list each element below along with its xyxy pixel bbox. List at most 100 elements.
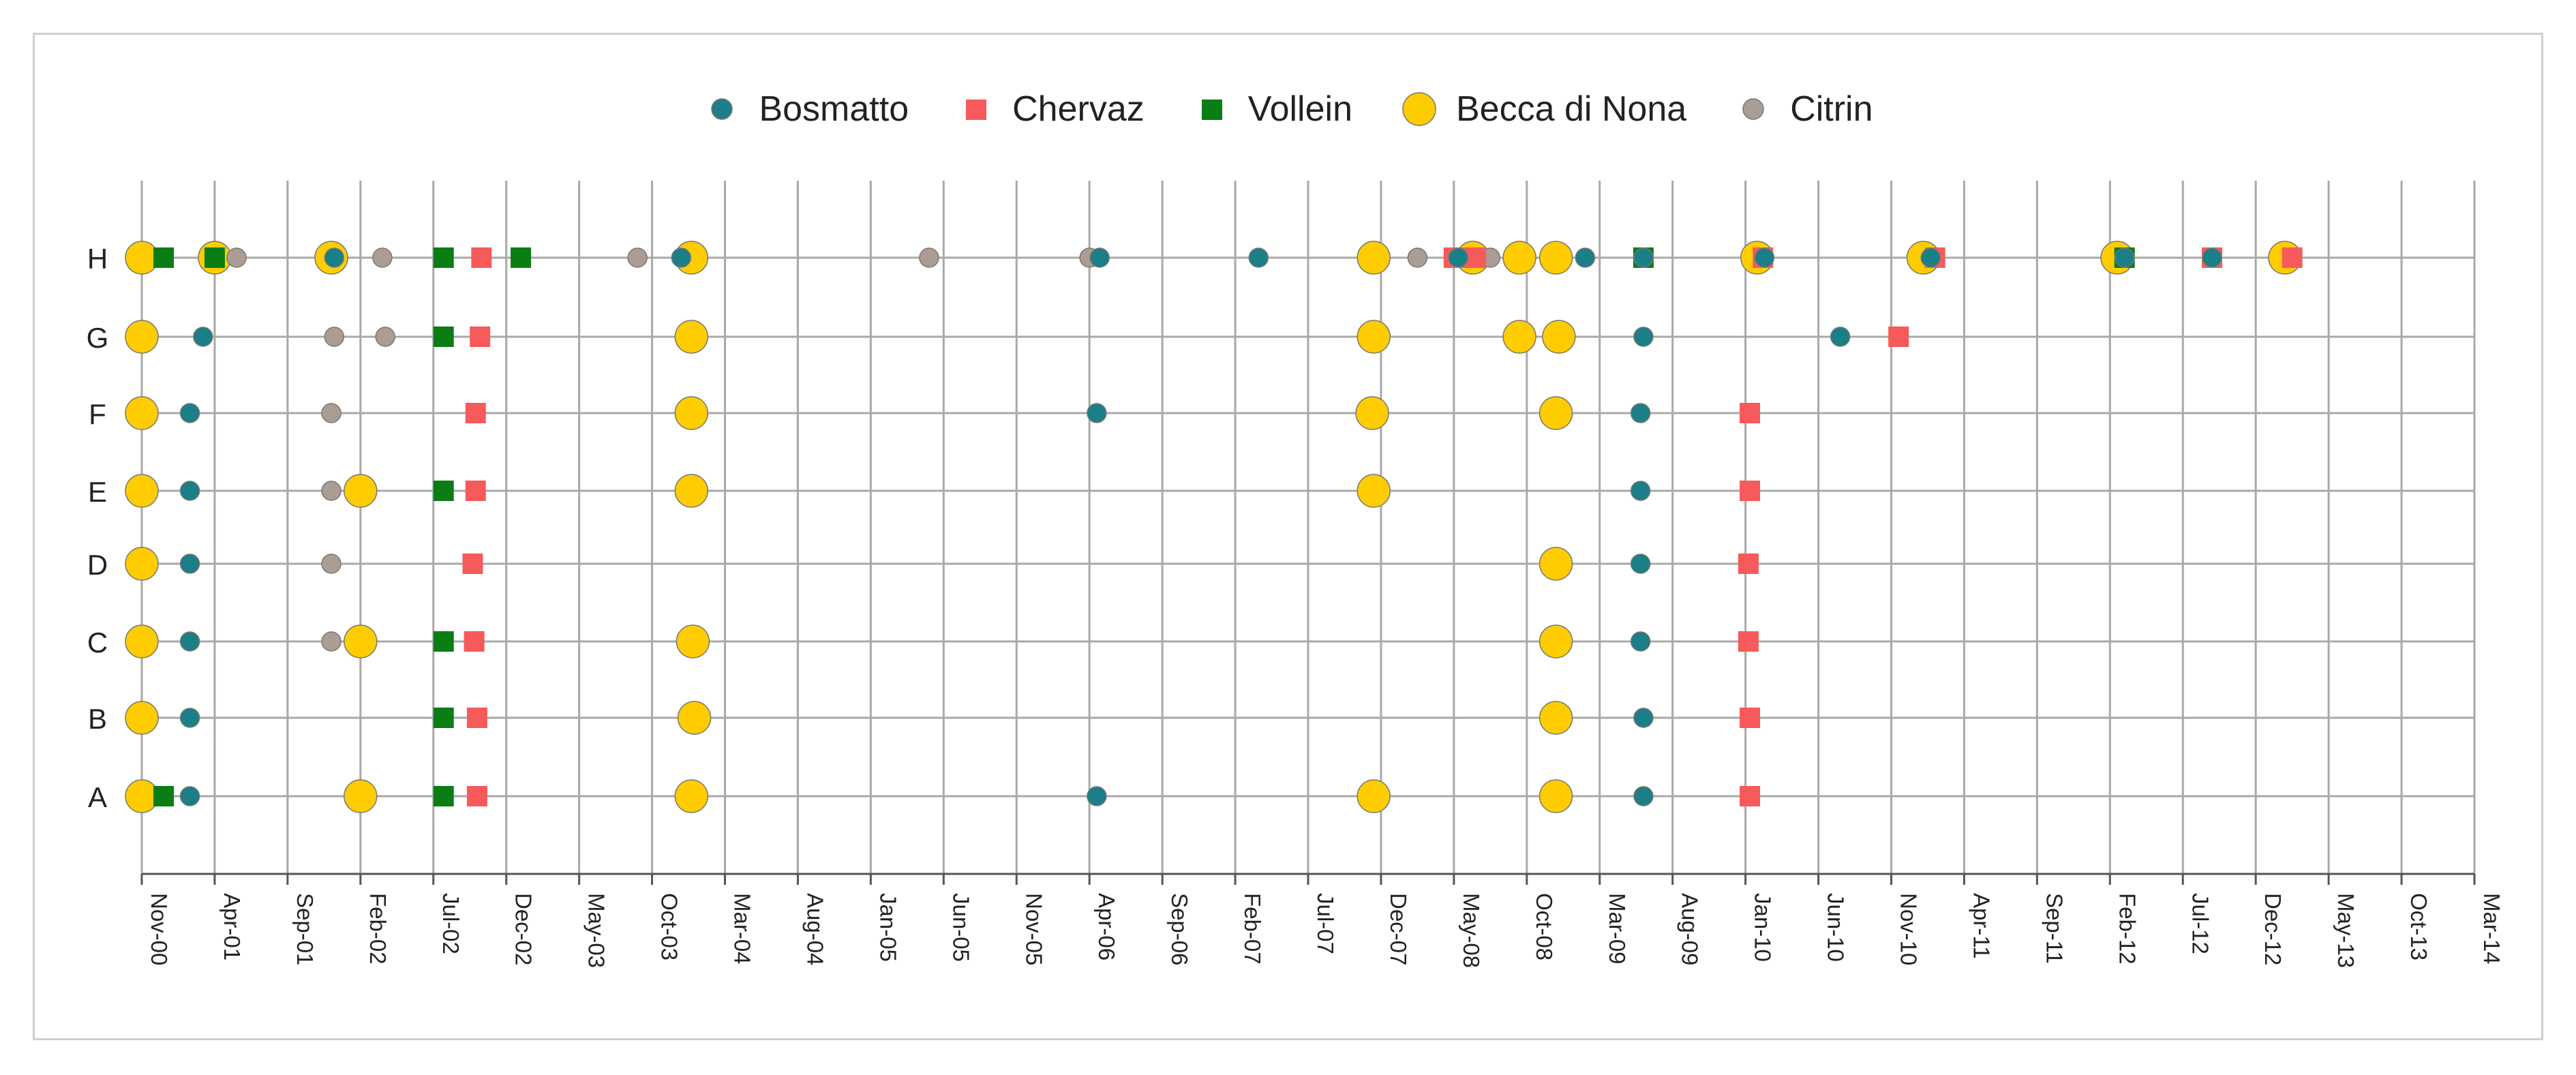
legend-marker [711,98,733,120]
data-point-chervaz [1740,403,1761,423]
y-tick-label: G [87,322,109,354]
data-point-becca-di-nona [125,547,159,581]
data-point-bosmatto [1920,247,1941,268]
x-tick-label: Jan-10 [1751,893,1776,962]
data-point-chervaz [471,247,492,268]
x-tick-label: Apr-06 [1094,893,1119,960]
data-point-bosmatto [2202,247,2222,268]
data-point-vollein [153,786,175,806]
x-tick-label: Nov-00 [147,893,172,965]
data-point-becca-di-nona [674,779,709,813]
data-point-becca-di-nona [125,241,159,275]
data-point-becca-di-nona [125,396,159,430]
x-tick-label: May-03 [584,893,609,968]
x-tick-label: Dec-12 [2260,893,2286,965]
data-point-citrin [372,247,393,268]
data-point-bosmatto [1630,403,1651,423]
data-point-bosmatto [1248,247,1269,268]
data-point-becca-di-nona [125,474,159,508]
data-point-bosmatto [2114,247,2135,268]
x-tick-label: Apr-11 [1969,893,1994,959]
legend-item: Becca di Nona [1400,89,1686,130]
x-tick-label: May-08 [1459,893,1484,968]
data-point-becca-di-nona [1539,701,1573,735]
legend-item: Citrin [1734,89,1873,130]
data-point-bosmatto [1575,247,1596,268]
data-point-bosmatto [179,708,200,728]
x-tick-label: Jul-02 [438,893,464,954]
legend-item: Vollein [1192,89,1352,130]
data-point-citrin [321,554,342,574]
data-point-chervaz [462,554,483,574]
data-point-bosmatto [1089,247,1110,268]
x-tick-label: Feb-12 [2115,893,2140,965]
data-point-chervaz [1740,481,1761,501]
data-point-bosmatto [179,403,200,423]
data-point-citrin [919,247,939,268]
data-point-bosmatto [179,554,200,574]
data-point-becca-di-nona [1539,779,1573,813]
data-point-chervaz [1738,554,1759,574]
data-point-bosmatto [179,631,200,652]
data-point-bosmatto [1633,247,1654,268]
data-point-becca-di-nona [1539,241,1573,275]
data-point-citrin [1407,247,1428,268]
data-point-becca-di-nona [125,701,159,735]
data-point-chervaz [1888,327,1909,347]
legend-label: Becca di Nona [1455,89,1687,129]
data-point-becca-di-nona [344,474,378,508]
data-point-vollein [204,247,225,268]
data-point-becca-di-nona [1502,241,1536,275]
data-point-chervaz [466,786,487,806]
data-point-becca-di-nona [1502,320,1536,354]
x-tick-label: Oct-13 [2406,893,2431,960]
data-point-citrin [226,247,247,268]
x-tick-label: Oct-03 [657,893,682,960]
x-tick-label: Oct-08 [1532,893,1557,960]
data-point-chervaz [2282,247,2303,268]
x-tick-label: Aug-04 [802,893,828,965]
data-point-chervaz [1738,631,1759,652]
data-point-citrin [375,327,395,347]
x-tick-label: Feb-02 [365,893,391,965]
x-tick-label: Mar-09 [1605,893,1630,965]
x-tick-label: Sep-01 [292,893,318,965]
data-point-chervaz [470,327,491,347]
legend-marker [1402,92,1436,126]
legend-label: Bosmatto [759,89,909,129]
data-point-bosmatto [1754,247,1775,268]
data-point-bosmatto [1087,403,1107,423]
data-point-becca-di-nona [1357,320,1391,354]
data-point-becca-di-nona [344,624,378,658]
data-point-vollein [153,247,175,268]
data-point-becca-di-nona [344,779,378,813]
y-tick-label: C [87,626,108,658]
x-tick-label: Jul-07 [1313,893,1338,954]
data-point-chervaz [464,631,485,652]
data-point-chervaz [465,403,486,423]
data-point-bosmatto [1448,247,1469,268]
legend-marker [1201,100,1222,120]
x-tick-label: Jun-05 [948,893,973,962]
data-point-bosmatto [1633,708,1654,728]
x-tick-label: May-13 [2333,893,2359,968]
x-tick-label: Mar-14 [2479,893,2504,965]
data-point-bosmatto [1633,327,1654,347]
data-point-becca-di-nona [677,701,712,735]
legend-label: Citrin [1790,89,1873,129]
data-point-bosmatto [193,327,213,347]
data-point-vollein [433,786,454,806]
x-tick-label: Nov-10 [1896,893,1922,965]
data-point-becca-di-nona [1355,396,1389,430]
data-point-bosmatto [1630,631,1651,652]
data-point-bosmatto [1830,327,1851,347]
data-point-becca-di-nona [674,320,709,354]
data-point-bosmatto [1630,554,1651,574]
data-point-becca-di-nona [1357,241,1391,275]
x-tick-label: Feb-07 [1240,893,1265,965]
legend-marker [966,100,987,120]
data-point-becca-di-nona [1542,320,1576,354]
data-point-becca-di-nona [1357,779,1391,813]
data-point-chervaz [1465,247,1486,268]
